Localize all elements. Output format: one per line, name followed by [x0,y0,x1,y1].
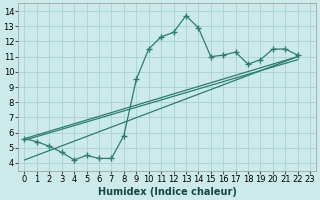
X-axis label: Humidex (Indice chaleur): Humidex (Indice chaleur) [98,187,237,197]
